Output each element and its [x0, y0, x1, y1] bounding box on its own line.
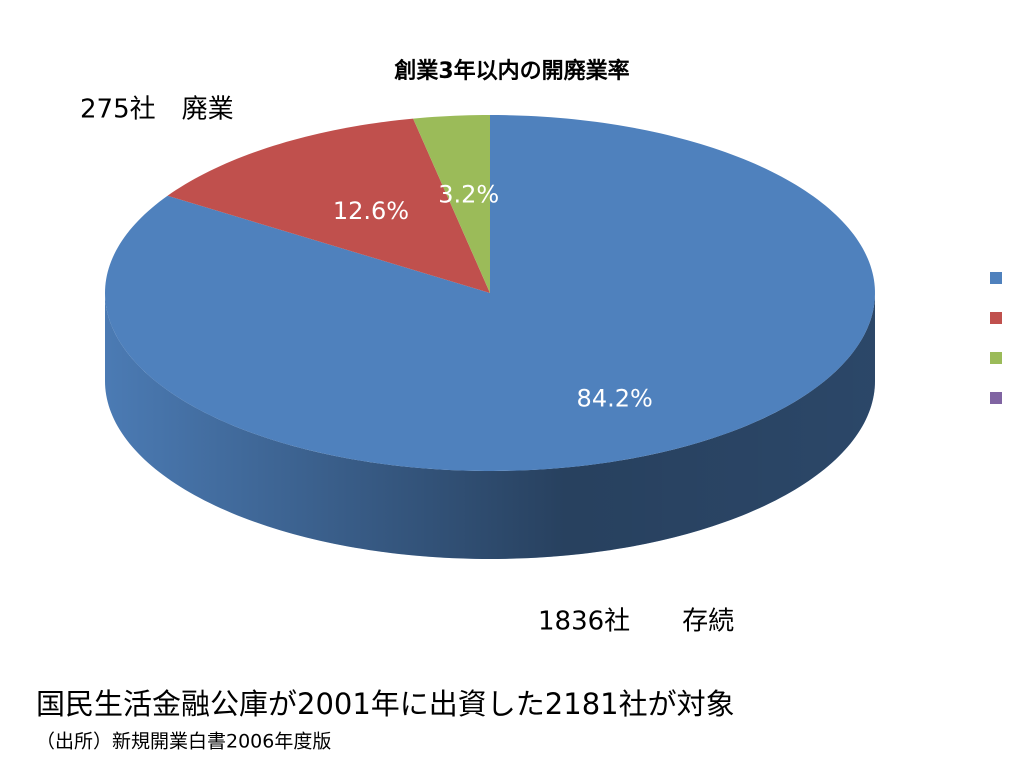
pie-slice — [413, 115, 490, 293]
data-label: 3.2% — [438, 181, 499, 209]
pie-side-shade — [105, 293, 875, 559]
chart-title: 創業3年以内の開廃業率 — [394, 58, 629, 84]
legend-swatch — [990, 352, 1002, 364]
legend-swatch — [990, 272, 1002, 284]
legend-swatch — [990, 312, 1002, 324]
annotation: 275社 廃業 — [80, 95, 234, 125]
footnote: （出所）新規開業白書2006年度版 — [36, 731, 331, 753]
data-label: 84.2% — [577, 384, 653, 412]
data-label: 12.6% — [333, 197, 409, 225]
footnote: 国民生活金融公庫が2001年に出資した2181社が対象 — [36, 687, 735, 721]
pie-slice — [167, 118, 491, 293]
pie-slice — [105, 115, 875, 471]
annotation: 1836社 存続 — [538, 607, 734, 637]
legend-swatch — [990, 392, 1002, 404]
